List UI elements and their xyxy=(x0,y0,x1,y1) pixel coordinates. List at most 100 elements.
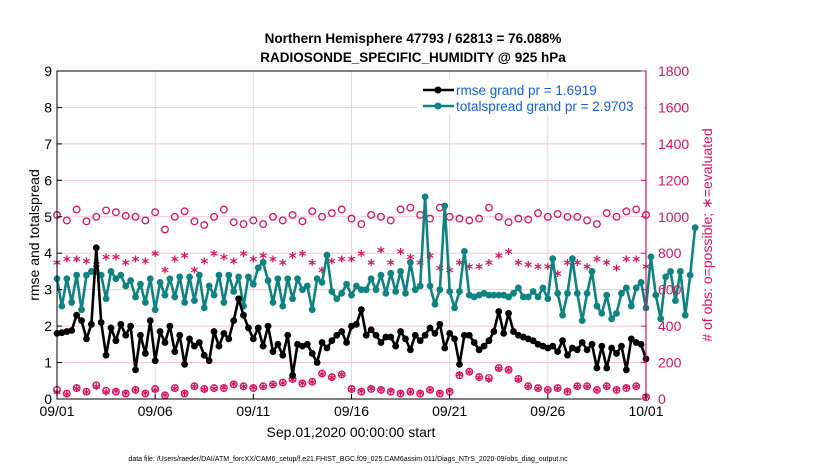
rmse-point xyxy=(245,324,252,332)
totalspread-point xyxy=(416,282,424,290)
evaluated-obs-marker: * xyxy=(63,387,71,405)
evaluated-obs-marker: * xyxy=(514,373,522,391)
evaluated-obs-marker: * xyxy=(269,253,277,271)
evaluated-obs-marker: * xyxy=(220,381,228,399)
possible-obs-marker xyxy=(180,389,189,398)
evaluated-obs-marker: * xyxy=(495,249,503,267)
totalspread-point xyxy=(156,278,164,286)
rmse-point xyxy=(578,339,586,346)
rmse-point xyxy=(598,342,606,350)
rmse-point xyxy=(102,351,110,359)
possible-obs-marker xyxy=(347,385,356,393)
possible-obs-marker xyxy=(229,218,238,227)
possible-obs-marker xyxy=(249,384,258,393)
totalspread-point xyxy=(225,271,233,279)
possible-obs-marker xyxy=(632,382,641,391)
possible-obs-marker xyxy=(583,216,592,225)
evaluated-obs-marker: * xyxy=(505,364,513,382)
evaluated-obs-marker: * xyxy=(151,384,159,402)
evaluated-obs-marker: * xyxy=(387,256,395,274)
evaluated-obs-marker: * xyxy=(426,249,434,267)
possible-obs-marker xyxy=(298,379,307,388)
y2-tick-label: 1800 xyxy=(658,63,689,79)
possible-obs-marker xyxy=(131,385,140,394)
rmse-point xyxy=(637,340,645,348)
possible-obs-marker xyxy=(563,387,572,396)
evaluated-obs-marker: * xyxy=(249,381,257,399)
evaluated-obs-marker: * xyxy=(416,386,424,404)
rmse-point xyxy=(377,339,385,346)
rmse-point xyxy=(254,324,262,332)
totalspread-point xyxy=(402,289,409,297)
rmse-point xyxy=(362,331,370,339)
possible-obs-marker xyxy=(278,378,287,387)
possible-obs-marker xyxy=(151,208,160,217)
rmse-point xyxy=(372,331,380,339)
possible-obs-marker xyxy=(337,205,346,214)
totalspread-point xyxy=(161,291,169,299)
evaluated-obs-marker: * xyxy=(544,260,552,278)
possible-obs-marker xyxy=(141,389,150,398)
rmse-point xyxy=(107,324,115,332)
rmse-point xyxy=(274,340,282,348)
rmse-point xyxy=(338,328,346,335)
x-tick-label: 09/26 xyxy=(530,403,565,419)
rmse-point xyxy=(328,337,336,345)
possible-obs-marker xyxy=(396,205,405,214)
evaluated-obs-marker: * xyxy=(151,247,159,265)
possible-obs-marker xyxy=(602,209,611,218)
totalspread-point xyxy=(598,309,606,317)
totalspread-point xyxy=(613,309,620,317)
totalspread-point xyxy=(210,291,218,299)
evaluated-obs-marker: * xyxy=(240,380,248,398)
rmse-point xyxy=(500,330,508,337)
evaluated-obs-marker: * xyxy=(426,384,434,402)
totalspread-point xyxy=(68,299,76,306)
totalspread-point xyxy=(510,289,517,297)
evaluated-obs-marker: * xyxy=(279,376,287,394)
possible-obs-marker xyxy=(327,209,336,218)
totalspread-point xyxy=(490,291,498,299)
evaluated-obs-marker: * xyxy=(289,249,297,267)
possible-obs-marker xyxy=(337,370,346,379)
totalspread-point xyxy=(166,275,174,283)
rmse-point xyxy=(392,342,400,350)
totalspread-point xyxy=(200,304,208,312)
possible-obs-marker xyxy=(534,384,542,393)
evaluated-obs-marker: * xyxy=(495,362,503,380)
possible-obs-marker xyxy=(553,210,562,218)
evaluated-obs-marker: * xyxy=(377,383,385,401)
totalspread-point xyxy=(446,288,454,295)
possible-obs-marker xyxy=(170,212,179,221)
totalspread-point xyxy=(495,291,503,299)
evaluated-obs-marker: * xyxy=(102,386,110,404)
possible-obs-marker xyxy=(553,384,562,393)
totalspread-point xyxy=(323,251,331,259)
rmse-point xyxy=(225,335,233,343)
rmse-point xyxy=(426,324,434,332)
totalspread-point xyxy=(407,258,414,266)
evaluated-obs-marker: * xyxy=(161,388,169,406)
totalspread-point xyxy=(313,275,321,283)
y-tick-label: 2 xyxy=(44,318,52,334)
possible-obs-marker xyxy=(514,214,523,223)
possible-obs-marker xyxy=(386,387,395,396)
y-tick-label: 4 xyxy=(44,245,52,261)
totalspread-point xyxy=(652,291,660,299)
rmse-point xyxy=(171,348,179,356)
possible-obs-marker xyxy=(102,206,111,215)
totalspread-point xyxy=(667,268,674,275)
rmse-point xyxy=(367,326,375,334)
possible-obs-marker xyxy=(573,212,582,221)
totalspread-point xyxy=(63,275,71,283)
legend-box xyxy=(417,79,645,115)
totalspread-point xyxy=(181,299,189,306)
evaluated-obs-marker: * xyxy=(485,256,493,274)
possible-obs-marker xyxy=(406,387,415,396)
totalspread-point xyxy=(514,284,522,292)
rmse-point xyxy=(279,351,287,359)
evaluated-obs-marker: * xyxy=(573,256,581,274)
evaluated-obs-marker: * xyxy=(622,253,630,271)
evaluated-obs-marker: * xyxy=(92,380,100,398)
